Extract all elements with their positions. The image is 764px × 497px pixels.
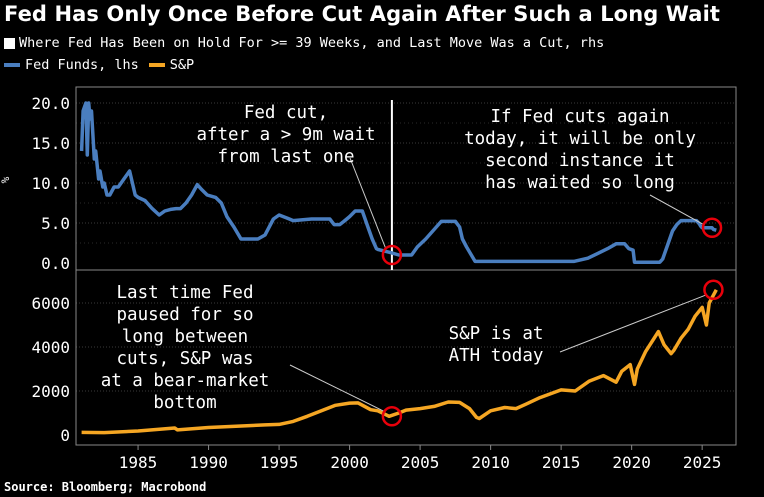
hold-swatch (4, 37, 15, 49)
legend-hold: Where Fed Has Been on Hold For >= 39 Wee… (4, 35, 604, 51)
xtick-2020: 2020 (612, 453, 651, 472)
bottom-panel-frame (75, 269, 737, 446)
marker-sp-2025 (703, 279, 724, 301)
annotation-2-line-2: long between (122, 327, 248, 347)
marker-fed-2025 (701, 217, 723, 239)
chart-title: Fed Has Only Once Before Cut Again After… (4, 2, 721, 26)
xtick-1985: 1985 (119, 453, 158, 472)
xtick-2005: 2005 (401, 453, 440, 472)
fed-swatch (4, 63, 20, 67)
annotation-0-line-0: Fed cut, (244, 103, 328, 123)
leader-fed-today (649, 194, 705, 226)
xtick-2000: 2000 (330, 453, 369, 472)
annotation-2-line-4: at a bear-market (101, 371, 270, 391)
leader-fed-cut (349, 157, 387, 250)
ytick-top-2: 10.0 (31, 174, 70, 193)
y-axis-label-percent: % (0, 176, 12, 183)
annotation-3-line-1: ATH today (449, 346, 544, 366)
annotation-0-line-2: from last one (218, 147, 355, 167)
marker-sp-2003 (381, 406, 403, 427)
leader-sp-ath (559, 294, 707, 353)
annotation-1-line-2: second instance it (485, 151, 675, 171)
xtick-2015: 2015 (542, 453, 581, 472)
ytick-bottom-0: 0 (60, 426, 70, 445)
ytick-bottom-1: 2000 (31, 382, 70, 401)
annotation-1-line-0: If Fed cuts again (490, 107, 669, 127)
annotation-2-line-3: cuts, S&P was (117, 349, 254, 369)
legend-series: Fed Funds, lhs S&P (4, 57, 194, 73)
source-note: Source: Bloomberg; Macrobond (4, 480, 207, 494)
annotation-1-line-1: today, it will be only (464, 129, 696, 149)
leader-sp-bottom (289, 364, 385, 412)
fed-funds-line (79, 101, 717, 264)
ytick-top-0: 0.0 (41, 254, 70, 273)
annotation-2-line-1: paused for so (117, 305, 254, 325)
sp-swatch (148, 63, 165, 67)
xtick-1995: 1995 (260, 453, 299, 472)
annotation-0-line-1: after a > 9m wait (196, 125, 375, 145)
legend-hold-label: Where Fed Has Been on Hold For >= 39 Wee… (19, 35, 605, 51)
ytick-bottom-2: 4000 (31, 338, 70, 357)
annotation-1-line-3: has waited so long (485, 173, 675, 193)
sp-line (81, 288, 718, 435)
xtick-1990: 1990 (189, 453, 228, 472)
annotation-2-line-0: Last time Fed (117, 283, 254, 303)
ytick-top-3: 15.0 (31, 134, 70, 153)
ytick-top-4: 20.0 (31, 94, 70, 113)
annotation-2-line-5: bottom (153, 393, 216, 413)
marker-fed-2003 (381, 244, 403, 266)
xtick-2010: 2010 (471, 453, 510, 472)
ytick-bottom-3: 6000 (31, 294, 70, 313)
legend-sp-label: S&P (169, 57, 195, 73)
legend-fed-label: Fed Funds, lhs (25, 57, 139, 73)
ytick-top-1: 5.0 (41, 214, 70, 233)
annotation-3-line-0: S&P is at (449, 324, 544, 344)
xtick-2025: 2025 (683, 453, 722, 472)
